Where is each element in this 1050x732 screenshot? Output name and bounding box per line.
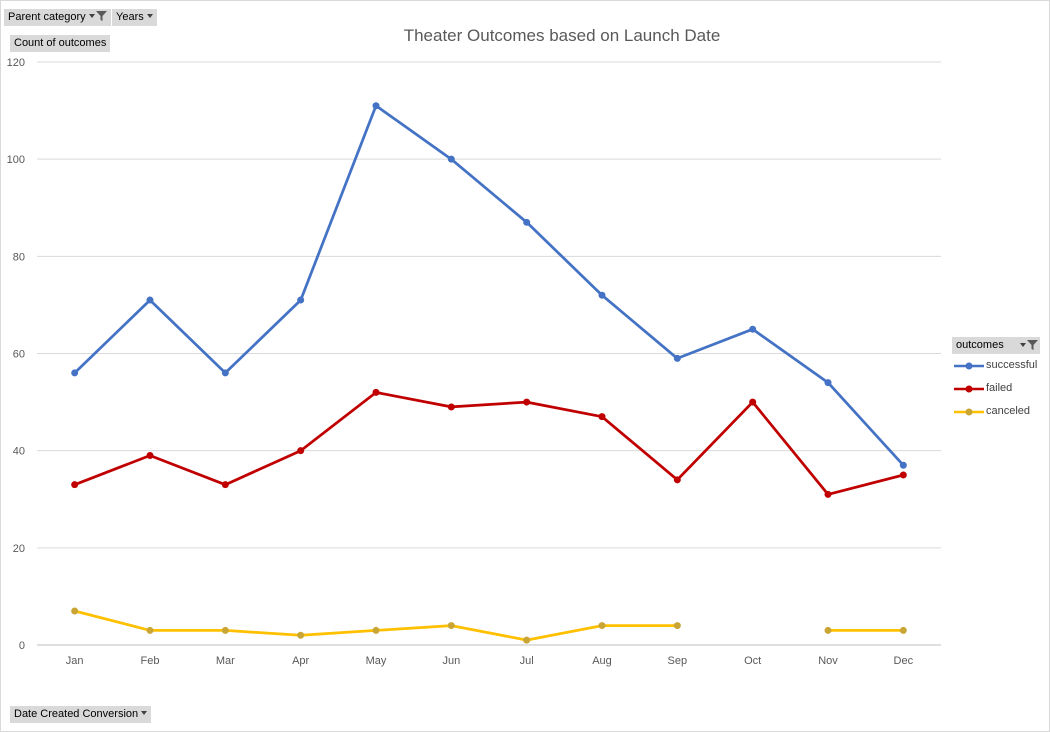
data-point-canceled xyxy=(598,622,606,630)
y-tick-label: 60 xyxy=(13,349,25,361)
data-point-canceled xyxy=(71,607,79,615)
y-tick-label: 120 xyxy=(7,57,25,69)
dropdown-arrow-icon xyxy=(88,14,95,19)
data-point-failed xyxy=(523,398,531,406)
x-tick-label: Mar xyxy=(216,655,235,667)
data-point-failed xyxy=(447,403,455,411)
data-point-failed xyxy=(372,388,380,396)
data-point-failed xyxy=(749,398,757,406)
legend-swatch-icon xyxy=(954,385,984,393)
x-tick-label: Feb xyxy=(141,655,160,667)
data-point-failed xyxy=(71,481,79,489)
legend-label: failed xyxy=(986,382,1013,394)
data-point-successful xyxy=(372,102,380,110)
dropdown-arrow-icon xyxy=(146,14,153,19)
x-tick-label: Oct xyxy=(744,655,761,667)
dropdown-arrow-icon xyxy=(1020,343,1026,348)
data-point-successful xyxy=(824,379,832,387)
y-tick-label: 100 xyxy=(7,154,25,166)
data-point-failed xyxy=(297,447,305,455)
legend-title: outcomes xyxy=(956,339,1004,351)
legend-label: successful xyxy=(986,359,1038,371)
x-tick-label: Jun xyxy=(442,655,460,667)
y-tick-label: 80 xyxy=(13,251,25,263)
data-point-successful xyxy=(447,155,455,163)
legend-swatch-icon xyxy=(954,408,984,416)
data-point-failed xyxy=(899,471,907,479)
x-tick-label: Nov xyxy=(818,655,838,667)
data-point-successful xyxy=(673,354,681,362)
data-point-canceled xyxy=(523,636,531,644)
y-tick-label: 40 xyxy=(13,446,25,458)
x-tick-label: Dec xyxy=(894,655,914,667)
data-point-successful xyxy=(297,296,305,304)
data-point-canceled xyxy=(372,626,380,634)
data-point-successful xyxy=(71,369,79,377)
legend-filter-button[interactable]: outcomes xyxy=(952,337,1040,354)
date-conversion-filter-label: Date Created Conversion xyxy=(14,708,139,720)
legend-item-failed[interactable]: failed xyxy=(952,377,1040,400)
series-line-successful xyxy=(73,104,905,467)
data-point-canceled xyxy=(297,631,305,639)
y-tick-label: 20 xyxy=(13,543,25,555)
x-tick-label: Sep xyxy=(668,655,688,667)
data-point-failed xyxy=(598,413,606,421)
chart-title: Theater Outcomes based on Launch Date xyxy=(403,26,721,45)
data-point-canceled xyxy=(824,626,832,634)
data-point-successful xyxy=(899,461,907,469)
x-tick-label: May xyxy=(366,655,387,667)
legend: outcomes successful failed canceled xyxy=(952,337,1040,423)
data-point-canceled xyxy=(899,626,907,634)
data-point-failed xyxy=(824,490,832,498)
x-tick-label: Jul xyxy=(520,655,534,667)
legend-item-successful[interactable]: successful xyxy=(952,354,1040,377)
legend-controls xyxy=(1017,338,1038,355)
x-tick-label: Aug xyxy=(592,655,612,667)
data-point-failed xyxy=(221,481,229,489)
data-point-successful xyxy=(598,291,606,299)
series-line-failed xyxy=(73,391,905,496)
data-point-canceled xyxy=(221,626,229,634)
value-field-button[interactable]: Count of outcomes xyxy=(10,35,111,52)
dropdown-arrow-icon xyxy=(141,711,148,716)
data-point-successful xyxy=(523,218,531,226)
parent-category-filter-button[interactable]: Parent category xyxy=(4,9,111,26)
years-filter-label: Years xyxy=(116,11,144,23)
filter-funnel-icon xyxy=(1027,340,1038,351)
data-point-canceled xyxy=(673,622,681,630)
parent-category-filter-label: Parent category xyxy=(8,11,86,23)
x-tick-label: Apr xyxy=(292,655,309,667)
date-conversion-filter-button[interactable]: Date Created Conversion xyxy=(10,706,152,723)
data-point-successful xyxy=(221,369,229,377)
data-point-successful xyxy=(749,325,757,333)
data-point-successful xyxy=(146,296,154,304)
value-field-label: Count of outcomes xyxy=(14,37,107,49)
legend-swatch-icon xyxy=(954,362,984,370)
data-point-canceled xyxy=(146,626,154,634)
y-tick-label: 0 xyxy=(19,640,25,652)
x-tick-label: Jan xyxy=(66,655,84,667)
legend-label: canceled xyxy=(986,405,1031,417)
years-filter-button[interactable]: Years xyxy=(112,9,157,26)
series-line-canceled xyxy=(73,609,905,642)
legend-item-canceled[interactable]: canceled xyxy=(952,400,1040,423)
data-point-failed xyxy=(146,452,154,460)
filter-funnel-icon xyxy=(95,11,107,22)
data-point-canceled xyxy=(447,622,455,630)
data-point-failed xyxy=(673,476,681,484)
